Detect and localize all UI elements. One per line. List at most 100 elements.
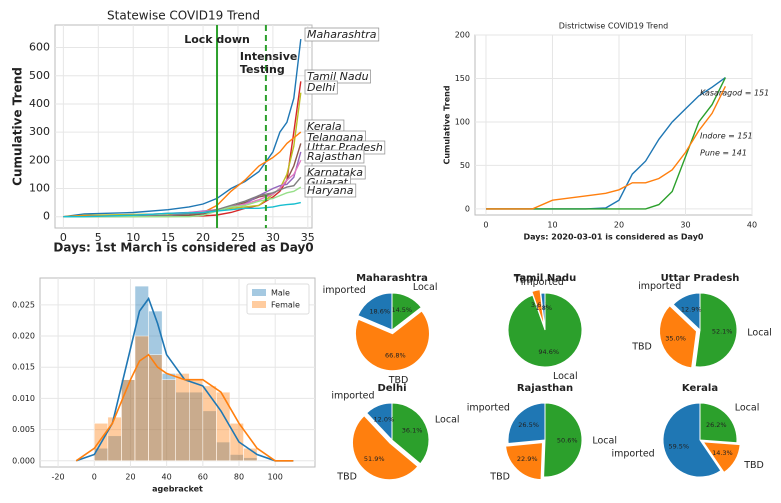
series-line: [63, 201, 301, 218]
histogram-bar: [189, 379, 204, 462]
y-tick-label: 0.025: [12, 300, 35, 309]
series-label: Pune = 141: [700, 149, 747, 158]
histogram-bar: [216, 391, 231, 462]
x-axis-label: Days: 1st March is considered as Day0: [53, 241, 313, 255]
x-tick-label: 20: [196, 231, 210, 244]
y-tick-label: 0.020: [12, 332, 35, 341]
pie-value-label: 50.6%: [557, 436, 578, 444]
y-tick-label: 200: [29, 153, 50, 166]
pie-slice: [699, 402, 738, 444]
x-tick-label: 30: [680, 221, 690, 230]
y-tick-label: 50: [460, 161, 470, 170]
plot-area: [474, 34, 753, 216]
pie-slice: [540, 292, 546, 331]
chart-title: Statewise COVID19 Trend: [107, 9, 260, 23]
kde-curve: [75, 353, 294, 462]
pie-slice: [662, 402, 722, 478]
series-label: Kerala: [307, 120, 342, 133]
pie-category-label: imported: [323, 285, 366, 296]
pie-slice: [351, 415, 419, 481]
pie-category-label: imported: [467, 403, 510, 414]
pie-title: Uttar Pradesh: [661, 273, 740, 284]
event-label: Lock down: [184, 33, 250, 46]
x-tick-label: 30: [266, 231, 280, 244]
pie-category-label: Local: [435, 414, 460, 425]
pie-category-label: imported: [638, 281, 681, 292]
pie-value-label: 14.3%: [712, 449, 733, 457]
series-line: [63, 186, 302, 218]
x-tick-label: 80: [234, 473, 244, 482]
pie-category-label: Local: [553, 371, 578, 382]
label-box: [304, 80, 338, 95]
histogram-bar: [134, 335, 149, 462]
x-tick-label: 5: [95, 231, 102, 244]
pie-value-label: 36.1%: [402, 427, 423, 435]
series-line: [486, 77, 727, 210]
histogram-bar: [148, 354, 163, 462]
pie-category-label: TBD: [336, 472, 357, 483]
histogram-bar: [107, 416, 122, 462]
pie-category-label: TBD: [631, 341, 652, 352]
histogram-bar: [121, 379, 136, 462]
pie-category-label: imported: [521, 277, 564, 288]
pie-title: Tamil Nadu: [514, 273, 576, 284]
pie-category-label: TBD: [489, 472, 510, 483]
pie-slice: [354, 310, 430, 372]
series-label: Rajasthan: [307, 150, 362, 163]
pie-value-label: 12.0%: [373, 415, 394, 423]
label-box: [304, 183, 357, 198]
pie-slice: [357, 292, 393, 331]
label-box: [304, 27, 380, 42]
legend-swatch: [252, 301, 266, 308]
pie-slice: [543, 402, 583, 478]
x-tick-label: 20: [125, 473, 135, 482]
x-tick-label: 0: [483, 221, 488, 230]
y-tick-label: 300: [29, 125, 50, 138]
label-box: [304, 69, 371, 84]
y-tick-label: 150: [455, 74, 470, 83]
x-tick-label: -20: [52, 473, 65, 482]
series-label: Delhi: [307, 81, 335, 94]
histogram-bar: [202, 385, 217, 462]
pie-value-label: 35.0%: [665, 335, 686, 343]
pie-value-label: 66.8%: [385, 352, 406, 360]
pie-slice: [672, 292, 701, 332]
pie-category-label: imported: [331, 390, 374, 401]
series-label: Haryana: [307, 184, 354, 197]
series-line: [63, 39, 302, 218]
x-tick-label: 40: [162, 473, 172, 482]
pie-slice: [507, 402, 546, 445]
pie-title: Kerala: [682, 383, 718, 394]
pie-value-label: 94.6%: [538, 348, 559, 356]
pie-value-label: 14.5%: [391, 306, 412, 314]
x-tick-label: 100: [268, 473, 283, 482]
y-tick-label: 600: [29, 41, 50, 54]
y-tick-label: 0: [465, 204, 470, 213]
series-label: Maharashtra: [307, 28, 377, 41]
pie-category-label: Local: [747, 328, 772, 339]
x-tick-label: 20: [614, 221, 624, 230]
pie-value-label: 51.9%: [364, 455, 385, 463]
x-tick-label: 25: [231, 231, 245, 244]
chart-title: Districtwise COVID19 Trend: [559, 22, 668, 31]
pie-value-label: 26.2%: [706, 421, 727, 429]
y-tick-label: 200: [455, 31, 470, 40]
pie-category-label: Local: [735, 402, 760, 413]
pie-value-label: 3.6%: [531, 301, 548, 309]
pie-value-label: 52.1%: [712, 327, 733, 335]
legend-box: [246, 283, 310, 315]
pie-value-label: 12.9%: [681, 306, 702, 314]
legend-swatch: [252, 289, 266, 296]
pie-slice: [365, 402, 393, 442]
legend-label: Female: [271, 301, 300, 310]
pie-slice: [702, 441, 741, 474]
legend-label: Male: [271, 289, 290, 298]
series-label: Tamil Nadu: [307, 70, 369, 83]
y-tick-label: 0.000: [12, 456, 35, 465]
x-tick-label: 40: [747, 221, 757, 230]
pie-category-label: TBD: [513, 275, 534, 286]
pie-slice: [531, 289, 545, 327]
label-box: [304, 149, 365, 164]
x-tick-label: 0: [60, 231, 67, 244]
